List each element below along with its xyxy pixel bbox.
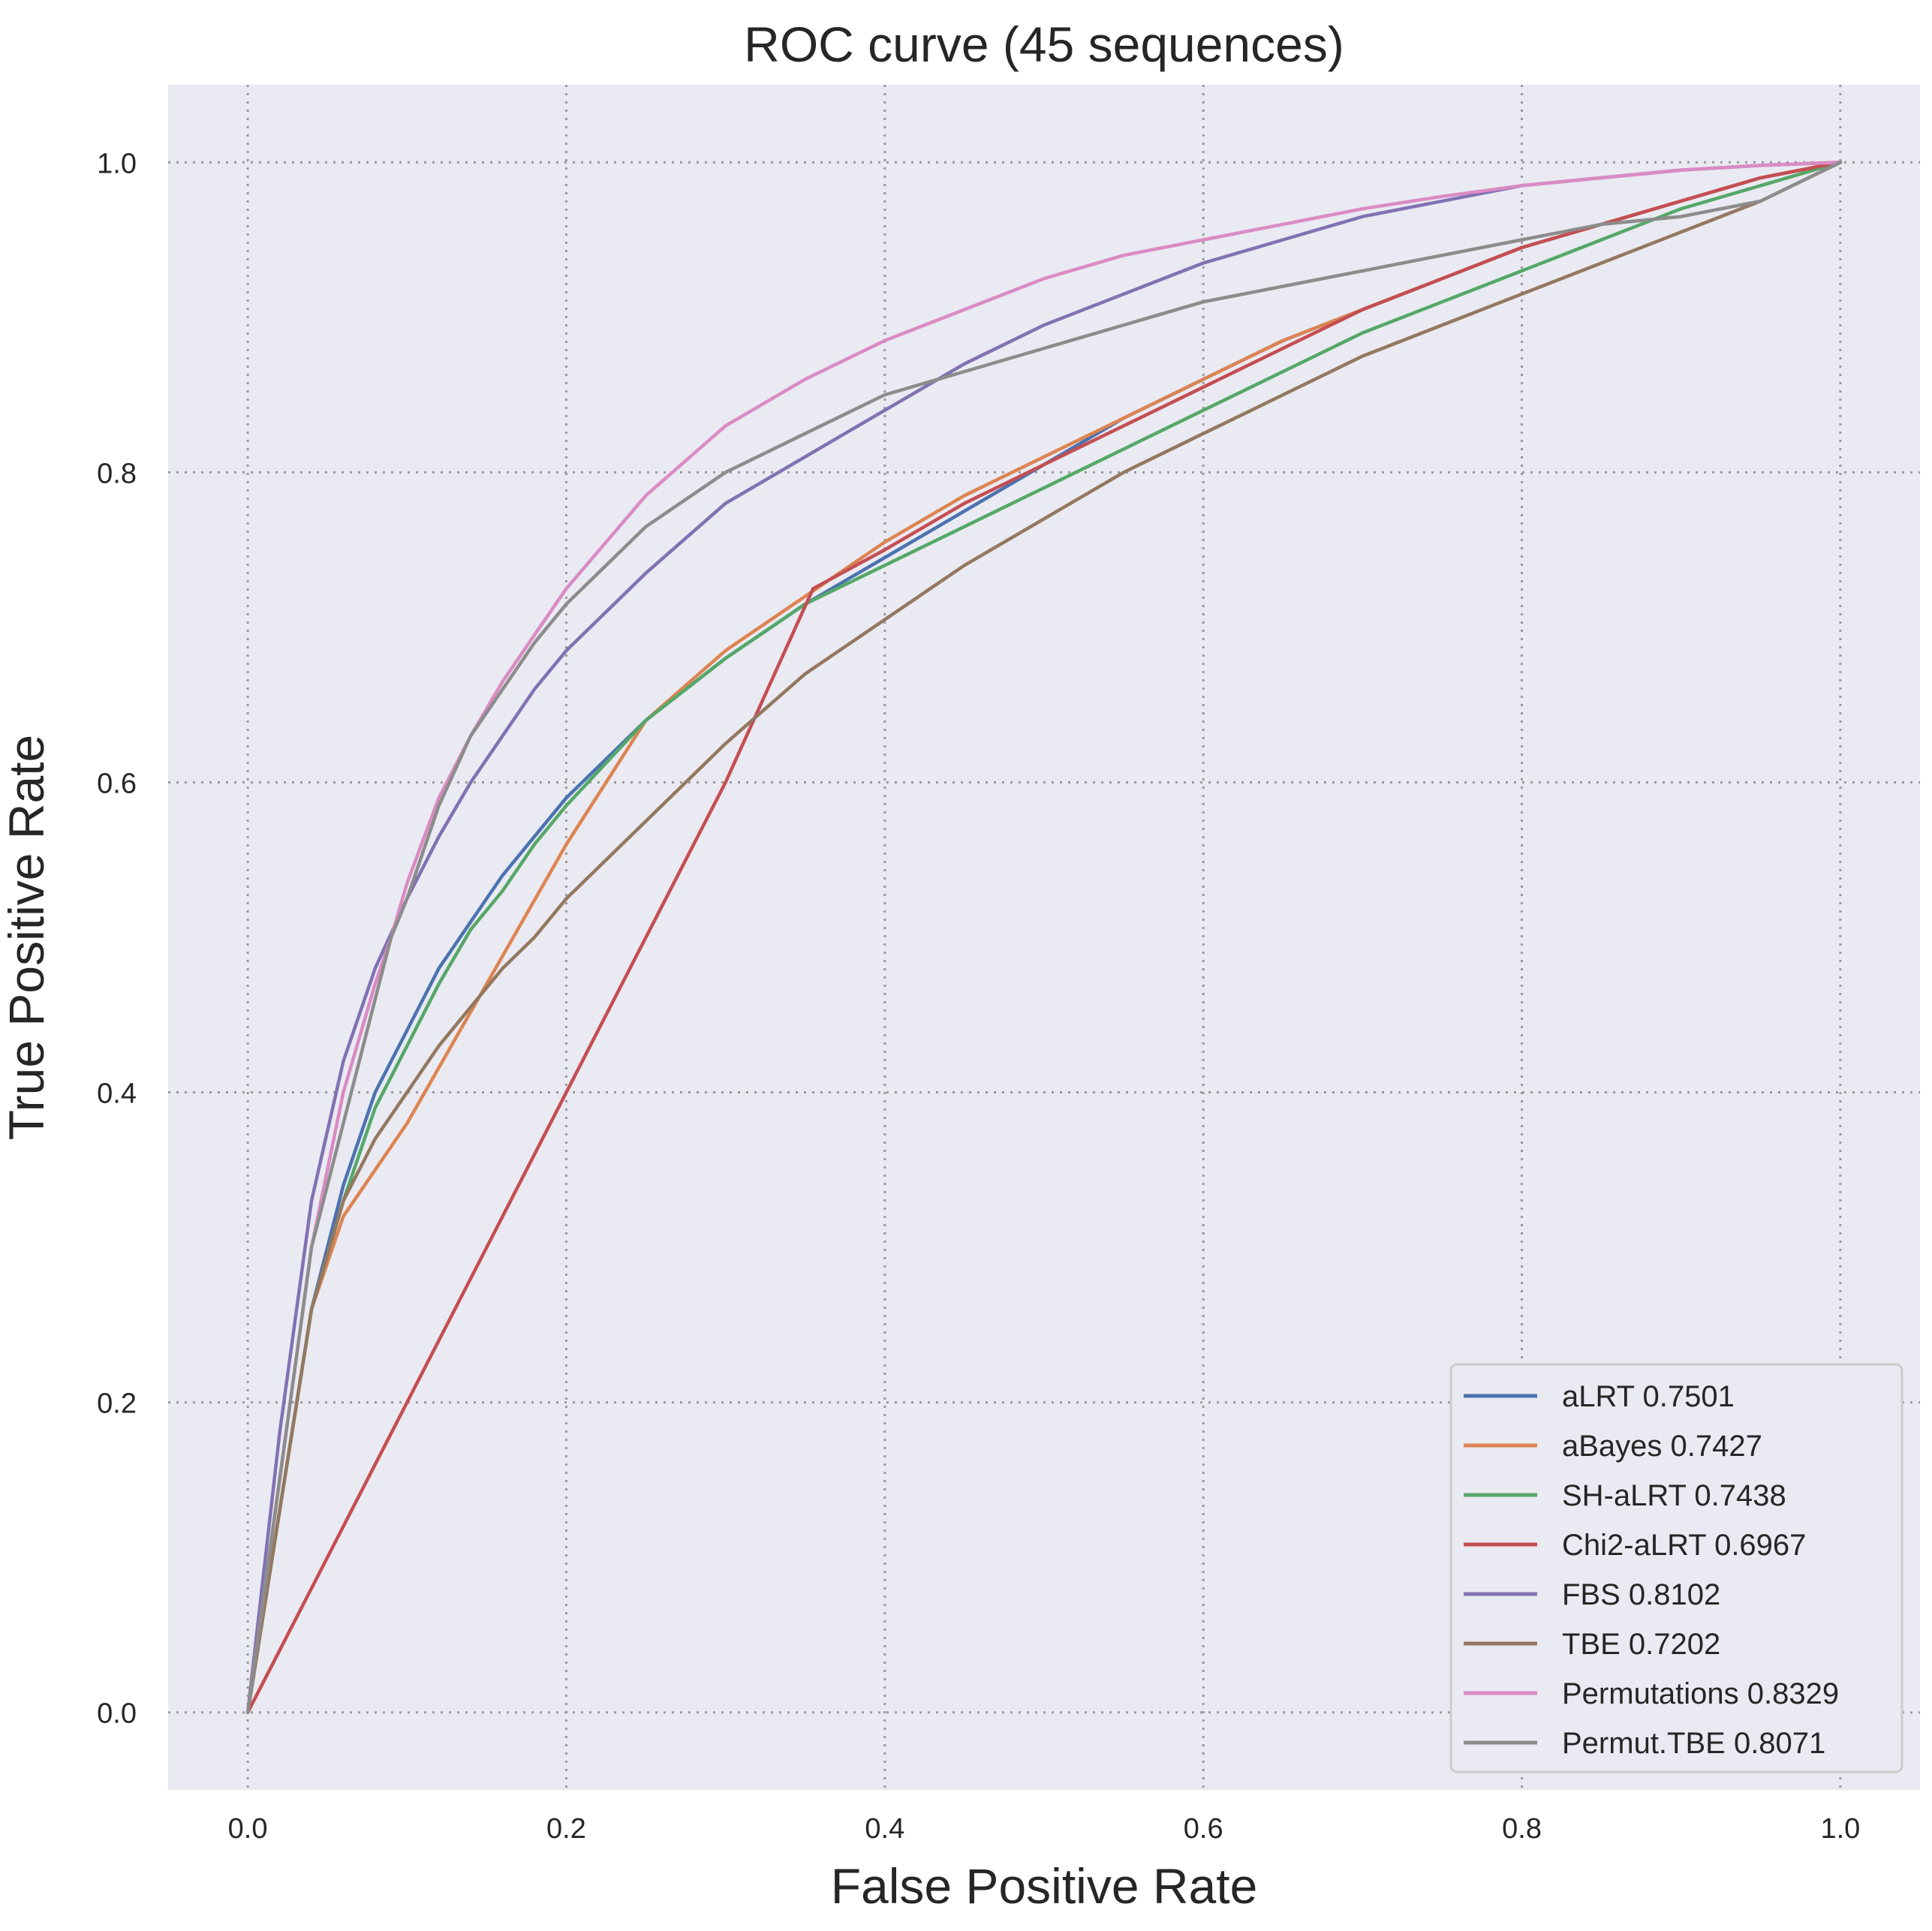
x-tick-label: 0.6	[1184, 1813, 1223, 1845]
y-tick-label: 1.0	[97, 148, 137, 179]
legend-label-2: SH-aLRT 0.7438	[1562, 1479, 1786, 1512]
x-tick-label: 0.2	[546, 1813, 586, 1845]
legend: aLRT 0.7501 aBayes 0.7427 SH-aLRT 0.7438 Ch…	[1451, 1364, 1902, 1772]
x-tick-label: 0.0	[228, 1813, 268, 1845]
y-tick-label: 0.4	[97, 1078, 137, 1110]
legend-label-3: Chi2-aLRT 0.6967	[1562, 1529, 1806, 1562]
legend-label-7: Permut.TBE 0.8071	[1562, 1727, 1825, 1760]
y-axis-label: True Positive Rate	[0, 735, 54, 1140]
y-tick-label: 0.0	[97, 1698, 137, 1730]
x-tick-label: 0.8	[1502, 1813, 1542, 1845]
legend-box	[1451, 1364, 1902, 1772]
y-tick-label: 0.8	[97, 458, 137, 489]
legend-label-5: TBE 0.7202	[1562, 1628, 1720, 1661]
chart-title: ROC curve (45 sequences)	[744, 17, 1344, 72]
legend-label-4: FBS 0.8102	[1562, 1578, 1720, 1611]
y-tick-label: 0.2	[97, 1388, 137, 1420]
x-tick-label: 0.4	[865, 1813, 904, 1845]
legend-label-1: aBayes 0.7427	[1562, 1430, 1762, 1463]
x-axis-label: False Positive Rate	[831, 1858, 1258, 1914]
legend-label-6: Permutations 0.8329	[1562, 1677, 1839, 1710]
x-tick-label: 1.0	[1820, 1813, 1860, 1845]
y-tick-label: 0.6	[97, 768, 137, 799]
legend-label-0: aLRT 0.7501	[1562, 1380, 1735, 1413]
